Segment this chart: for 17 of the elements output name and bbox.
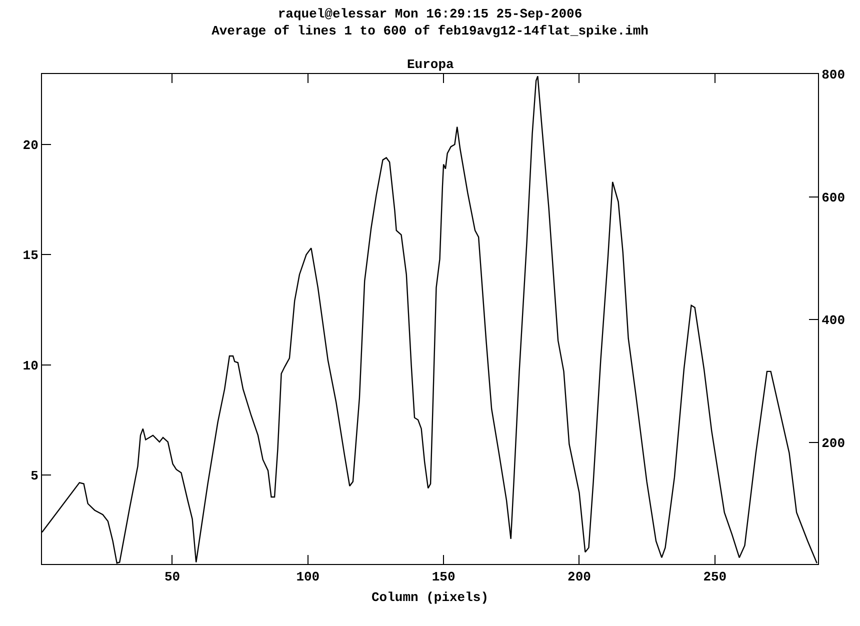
y2-tick-label: 200 bbox=[822, 436, 846, 451]
x-tick-label: 250 bbox=[703, 570, 727, 585]
y-tick-label: 5 bbox=[30, 468, 39, 484]
x-tick-label: 100 bbox=[296, 570, 320, 585]
y2-tick-label: 600 bbox=[822, 190, 846, 206]
x-axis-title: Column (pixels) bbox=[371, 590, 489, 606]
chart-title: raquel@elessar Mon 16:29:15 25-Sep-2006 bbox=[278, 6, 582, 22]
x-tick-label: 200 bbox=[568, 570, 592, 585]
chart-subtitle: Average of lines 1 to 600 of feb19avg12-14flat_spike.imh bbox=[212, 23, 649, 38]
x-tick-label: 50 bbox=[164, 570, 180, 585]
y-tick-label: 10 bbox=[22, 358, 39, 374]
y-tick-label: 20 bbox=[22, 138, 39, 154]
text: Europa bbox=[407, 57, 454, 72]
x-tick-label: 150 bbox=[432, 570, 456, 585]
y-tick-label: 15 bbox=[22, 248, 39, 264]
y2-tick-label: 400 bbox=[822, 313, 846, 328]
y2-tick-label: 800 bbox=[822, 68, 846, 83]
